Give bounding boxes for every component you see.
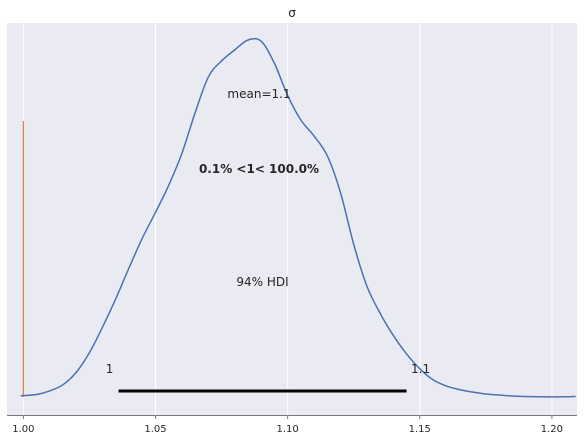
x-tick-label: 1.10 [277, 424, 299, 435]
hdi-low-label: 1 [106, 362, 114, 376]
mean-label: mean=1.1 [227, 87, 290, 101]
reference-value-label: 0.1% <1< 100.0% [199, 162, 319, 176]
x-tick-label: 1.00 [12, 424, 34, 435]
x-axis-ticks: 1.00 1.05 1.10 1.15 1.20 [12, 415, 563, 435]
hdi-high-label: 1.1 [411, 362, 430, 376]
x-tick-label: 1.15 [409, 424, 431, 435]
hdi-label: 94% HDI [236, 275, 288, 289]
chart-title: σ [288, 6, 296, 20]
x-tick-label: 1.05 [144, 424, 166, 435]
posterior-density-line [20, 37, 576, 398]
x-tick-label: 1.20 [541, 424, 563, 435]
plot-area [7, 23, 577, 415]
